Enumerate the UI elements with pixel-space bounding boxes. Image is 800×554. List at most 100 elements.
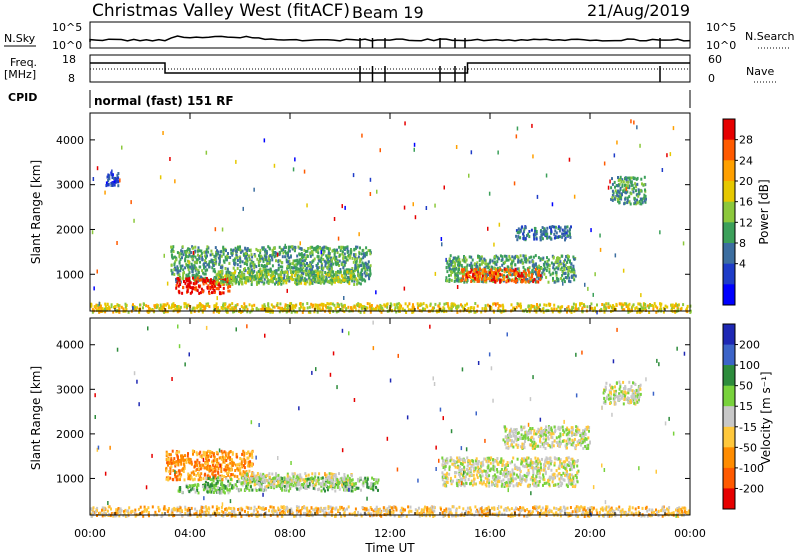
power-echo-cell bbox=[165, 303, 167, 307]
power-echo-cell bbox=[327, 247, 330, 251]
power-echo-cell bbox=[368, 302, 371, 306]
power-echo-cell bbox=[480, 310, 483, 314]
power-echo-cell bbox=[563, 272, 566, 276]
velocity-echo-cell bbox=[174, 475, 177, 479]
velocity-echo-cell bbox=[204, 462, 207, 466]
power-echo-cell bbox=[536, 270, 539, 274]
power-echo-cell bbox=[493, 279, 496, 283]
power-echo-cell bbox=[285, 251, 287, 255]
power-sparse-cell bbox=[273, 163, 276, 168]
power-echo-cell bbox=[561, 232, 564, 236]
power-echo-cell bbox=[613, 197, 616, 201]
power-echo-cell bbox=[631, 187, 634, 191]
power-echo-cell bbox=[250, 280, 253, 284]
power-echo-cell bbox=[486, 263, 489, 266]
power-echo-cell bbox=[328, 259, 331, 263]
power-echo-cell bbox=[566, 310, 568, 314]
power-echo-cell bbox=[338, 259, 341, 263]
power-echo-cell bbox=[280, 308, 282, 311]
power-echo-cell bbox=[314, 248, 317, 252]
velocity-echo-cell bbox=[212, 476, 215, 480]
power-echo-cell bbox=[274, 271, 277, 275]
power-echo-cell bbox=[634, 201, 637, 205]
power-echo-cell bbox=[367, 265, 370, 269]
velocity-echo-cell bbox=[248, 454, 251, 458]
power-echo-cell bbox=[498, 269, 501, 273]
power-echo-cell bbox=[204, 259, 207, 263]
power-echo-cell bbox=[354, 256, 357, 260]
velocity-echo-cell bbox=[346, 488, 349, 492]
velocity-echo-cell bbox=[172, 469, 175, 473]
power-echo-cell bbox=[320, 267, 323, 271]
power-echo-cell bbox=[196, 258, 199, 262]
power-echo-cell bbox=[226, 254, 229, 258]
power-echo-cell bbox=[664, 304, 667, 308]
power-sparse-cell bbox=[159, 175, 162, 180]
power-echo-cell bbox=[149, 307, 152, 311]
velocity-echo-cell bbox=[333, 474, 336, 477]
velocity-echo-cell bbox=[246, 486, 249, 490]
power-echo-cell bbox=[572, 266, 575, 270]
power-echo-cell bbox=[353, 305, 356, 309]
power-sparse-cell bbox=[412, 202, 414, 207]
power-echo-cell bbox=[651, 304, 654, 307]
power-echo-cell bbox=[142, 306, 144, 310]
power-echo-cell bbox=[533, 306, 536, 310]
velocity-echo-cell bbox=[265, 474, 268, 478]
velocity-echo-cell bbox=[317, 476, 320, 480]
power-echo-cell bbox=[332, 262, 335, 266]
power-echo-cell bbox=[199, 276, 202, 280]
velocity-echo-cell bbox=[206, 490, 209, 494]
power-echo-cell bbox=[327, 249, 330, 253]
power-echo-cell bbox=[281, 265, 284, 269]
power-echo-cell bbox=[206, 254, 208, 258]
power-echo-cell bbox=[293, 304, 295, 308]
power-echo-cell bbox=[342, 260, 345, 264]
power-echo-cell bbox=[199, 254, 202, 258]
power-echo-cell bbox=[499, 304, 502, 308]
power-echo-cell bbox=[356, 257, 359, 261]
power-echo-cell bbox=[516, 267, 519, 271]
power-echo-cell bbox=[549, 302, 552, 306]
velocity-echo-cell bbox=[319, 482, 322, 486]
power-echo-cell bbox=[363, 266, 365, 270]
power-echo-cell bbox=[211, 261, 214, 265]
power-echo-cell bbox=[630, 306, 633, 310]
power-echo-cell bbox=[324, 271, 327, 274]
power-echo-cell bbox=[564, 238, 566, 242]
power-echo-cell bbox=[221, 265, 224, 269]
power-echo-cell bbox=[219, 281, 222, 285]
velocity-echo-cell bbox=[314, 479, 317, 483]
velocity-echo-cell bbox=[180, 460, 183, 464]
beam-label: Beam 19 bbox=[352, 3, 424, 22]
power-echo-cell bbox=[524, 308, 527, 312]
velocity-echo-cell bbox=[196, 464, 199, 468]
power-echo-cell bbox=[452, 259, 454, 263]
power-echo-cell bbox=[369, 264, 372, 268]
power-echo-cell bbox=[267, 307, 269, 311]
velocity-echo-cell bbox=[286, 483, 289, 487]
power-echo-cell bbox=[623, 202, 626, 206]
velocity-echo-cell bbox=[196, 485, 198, 489]
power-echo-cell bbox=[321, 271, 324, 275]
power-echo-cell bbox=[197, 253, 199, 257]
power-echo-cell bbox=[496, 276, 499, 280]
power-echo-cell bbox=[181, 264, 184, 268]
power-sparse-cell bbox=[599, 233, 601, 238]
power-echo-cell bbox=[539, 230, 542, 234]
power-echo-cell bbox=[259, 269, 262, 272]
power-echo-cell bbox=[405, 311, 408, 314]
power-echo-cell bbox=[445, 302, 448, 306]
velocity-echo-cell bbox=[311, 484, 314, 487]
power-echo-cell bbox=[282, 248, 284, 252]
velocity-echo-cell bbox=[242, 472, 244, 476]
power-echo-cell bbox=[484, 274, 487, 278]
velocity-echo-cell bbox=[248, 452, 251, 456]
power-echo-cell bbox=[243, 307, 246, 311]
power-echo-cell bbox=[104, 310, 107, 314]
power-echo-cell bbox=[552, 276, 554, 280]
power-echo-cell bbox=[196, 260, 199, 264]
velocity-echo-cell bbox=[224, 468, 227, 472]
power-echo-cell bbox=[202, 271, 205, 275]
power-echo-cell bbox=[223, 260, 226, 264]
